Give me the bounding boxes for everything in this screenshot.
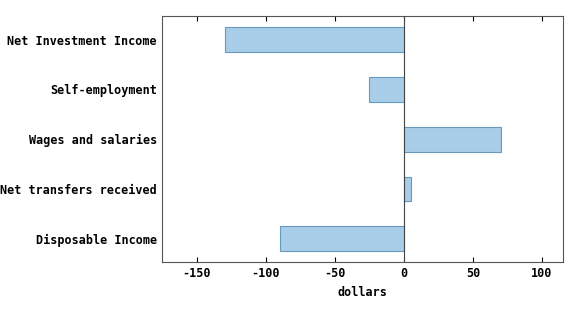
Bar xyxy=(404,127,501,152)
Bar xyxy=(369,77,404,102)
X-axis label: dollars: dollars xyxy=(338,286,387,299)
Bar xyxy=(280,226,404,251)
Bar xyxy=(224,27,404,52)
Bar xyxy=(404,177,411,201)
